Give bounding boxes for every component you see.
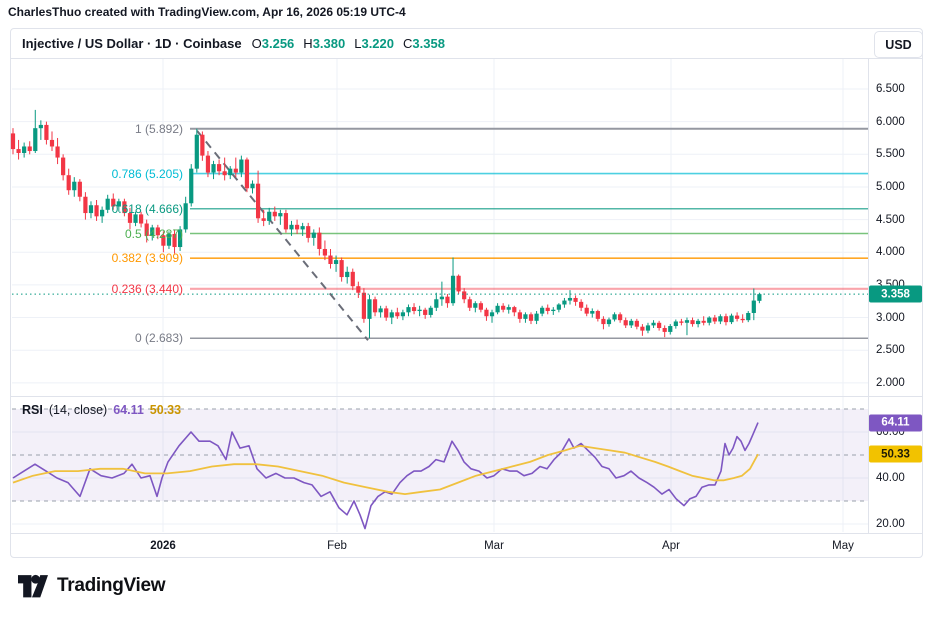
symbol-title[interactable]: Injective / US Dollar · 1D · Coinbase (22, 35, 242, 51)
fib-label-0.618[interactable]: 0.618 (4.666) (111, 201, 183, 216)
chart-header: Injective / US Dollar · 1D · Coinbase O3… (10, 28, 868, 58)
fib-label-0.236[interactable]: 0.236 (3.440) (111, 281, 183, 296)
rsi-ma-badge: 50.33 (869, 445, 922, 463)
fib-label-0[interactable]: 0 (2.683) (134, 331, 183, 346)
fib-label-0.786[interactable]: 0.786 (5.205) (111, 166, 183, 181)
attribution-text: CharlesThuo created with TradingView.com… (8, 5, 406, 19)
rsi-params: (14, close) (48, 403, 108, 417)
price-axis-label: 3.000 (876, 311, 905, 324)
price-axis-separator (868, 59, 869, 533)
time-axis-label[interactable]: 2026 (150, 540, 176, 552)
time-axis-label[interactable]: Mar (484, 540, 504, 552)
last-price-badge: 3.358 (869, 285, 922, 303)
time-axis-label[interactable]: May (832, 540, 854, 552)
price-axis-label: 5.000 (876, 180, 905, 193)
tradingview-logo-text: TradingView (57, 575, 166, 596)
rsi-indicator-legend[interactable]: RSI (14, close) 64.11 50.33 (22, 403, 181, 417)
rsi-value-badge: 64.11 (869, 414, 922, 432)
time-axis-border (10, 533, 923, 534)
tradingview-logo-icon (18, 574, 48, 598)
price-axis-label: 4.500 (876, 213, 905, 226)
ohlc-h: H3.380 (303, 35, 346, 51)
time-axis-label[interactable]: Feb (327, 540, 347, 552)
currency-toggle-button[interactable]: USD (874, 31, 923, 58)
rsi-axis-label: 20.00 (876, 518, 905, 530)
rsi-axis-label: 40.00 (876, 472, 905, 484)
pane-divider[interactable] (10, 396, 923, 397)
fib-label-1[interactable]: 1 (5.892) (134, 121, 183, 136)
time-axis-label[interactable]: Apr (662, 540, 680, 552)
rsi-ma-line (12, 444, 759, 496)
header-divider (10, 58, 923, 59)
fib-label-0.382[interactable]: 0.382 (3.909) (111, 251, 183, 266)
tradingview-logo[interactable]: TradingView (18, 574, 166, 598)
rsi-line (12, 422, 759, 530)
price-axis-label: 4.000 (876, 246, 905, 259)
ohlc-l: L3.220 (354, 35, 395, 51)
ohlc-c: C3.358 (403, 35, 445, 51)
price-axis-label: 2.000 (876, 376, 905, 389)
rsi-current-value: 64.11 (113, 403, 144, 417)
chart-widget-frame (10, 28, 923, 558)
ohlc-o: O3.256 (251, 35, 295, 51)
price-axis-label: 2.500 (876, 344, 905, 357)
rsi-ma-value: 50.33 (149, 403, 182, 417)
fib-label-0.5[interactable]: 0.5 (4.287) (124, 226, 183, 241)
candlestick-series (10, 109, 762, 339)
price-axis-label: 6.500 (876, 83, 905, 95)
ohlc-values: O3.256 H3.380 L3.220 C3.358 (252, 36, 445, 51)
rsi-name: RSI (22, 403, 43, 417)
price-axis-label: 5.500 (876, 148, 905, 161)
price-axis-label: 6.000 (876, 115, 905, 128)
trendline-dashed[interactable] (196, 130, 369, 341)
